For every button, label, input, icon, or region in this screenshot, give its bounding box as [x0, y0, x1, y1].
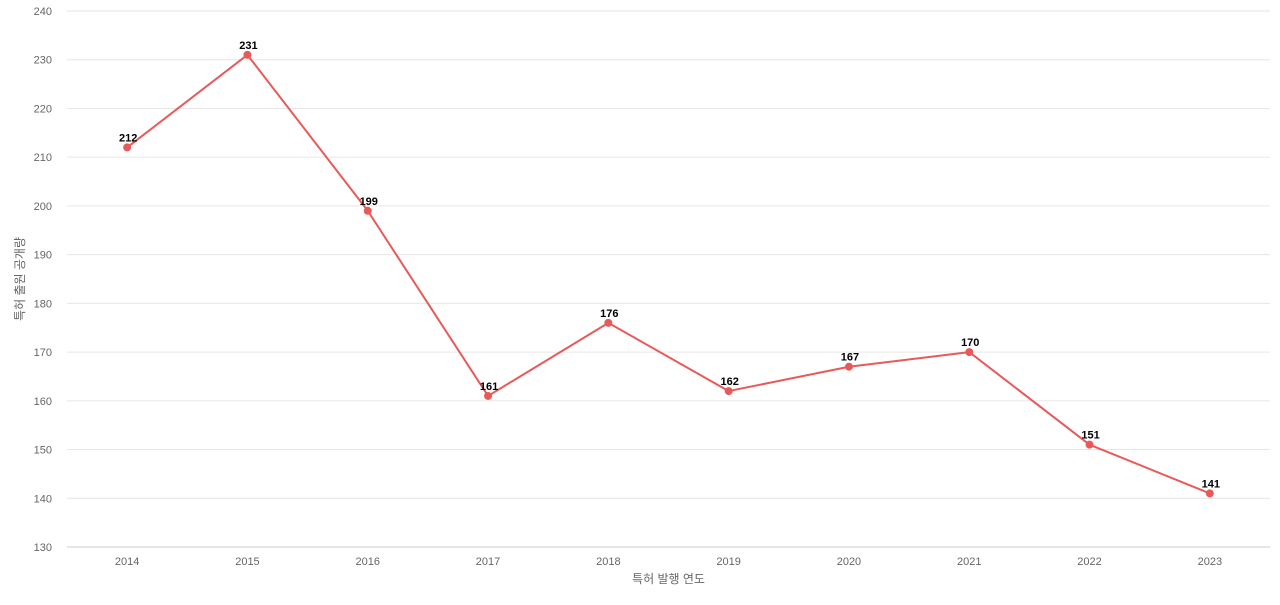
data-point[interactable]	[965, 348, 974, 357]
grid-lines	[67, 10, 1270, 499]
data-point[interactable]	[724, 387, 733, 396]
x-tick-label: 2019	[716, 556, 740, 568]
x-axis-ticks: 2014 2015 2016 2017 2018 2019 2020 2021 2022 2023	[115, 556, 1222, 568]
data-point[interactable]	[484, 391, 493, 400]
data-label: 141	[1202, 478, 1220, 490]
data-point[interactable]	[363, 206, 372, 215]
x-tick-label: 2016	[356, 556, 380, 568]
y-tick-label: 150	[34, 445, 52, 457]
y-tick-label: 160	[34, 396, 52, 408]
data-point[interactable]	[604, 318, 613, 327]
x-tick-label: 2018	[596, 556, 620, 568]
series-line	[126, 53, 1211, 495]
data-label: 199	[360, 196, 378, 208]
series-layer	[123, 50, 1214, 498]
x-tick-label: 2023	[1198, 556, 1222, 568]
x-tick-label: 2022	[1077, 556, 1101, 568]
x-tick-label: 2015	[235, 556, 259, 568]
x-tick-label: 2017	[476, 556, 500, 568]
y-axis-title: 특허 출원 공개량	[13, 237, 27, 321]
data-label: 176	[600, 308, 618, 320]
y-tick-label: 210	[34, 152, 52, 164]
data-label: 170	[961, 337, 979, 349]
y-tick-label: 130	[34, 542, 52, 554]
data-point[interactable]	[1205, 489, 1214, 498]
data-point[interactable]	[123, 143, 132, 152]
y-tick-label: 230	[34, 55, 52, 67]
data-label: 162	[720, 376, 738, 388]
y-tick-label: 240	[34, 6, 52, 18]
data-point[interactable]	[1085, 440, 1094, 449]
y-tick-label: 170	[34, 347, 52, 359]
data-label: 151	[1081, 430, 1099, 442]
y-tick-label: 200	[34, 201, 52, 213]
y-tick-label: 140	[34, 493, 52, 505]
y-tick-label: 180	[34, 298, 52, 310]
data-point[interactable]	[844, 362, 853, 371]
x-tick-label: 2014	[115, 556, 139, 568]
x-tick-label: 2021	[957, 556, 981, 568]
x-tick-label: 2020	[837, 556, 861, 568]
data-label: 167	[841, 352, 859, 364]
data-labels: 212 231 199 161 176 162 167 170 151 141	[119, 40, 1220, 491]
data-point[interactable]	[243, 50, 252, 59]
data-label: 231	[239, 40, 257, 52]
y-tick-label: 220	[34, 103, 52, 115]
data-label: 212	[119, 132, 137, 144]
data-label: 161	[480, 381, 498, 393]
y-tick-label: 190	[34, 250, 52, 262]
y-axis-ticks: 130 140 150 160 170 180 190 200 210 220 230 240	[34, 6, 52, 554]
x-axis-title: 특허 발행 연도	[632, 571, 705, 586]
